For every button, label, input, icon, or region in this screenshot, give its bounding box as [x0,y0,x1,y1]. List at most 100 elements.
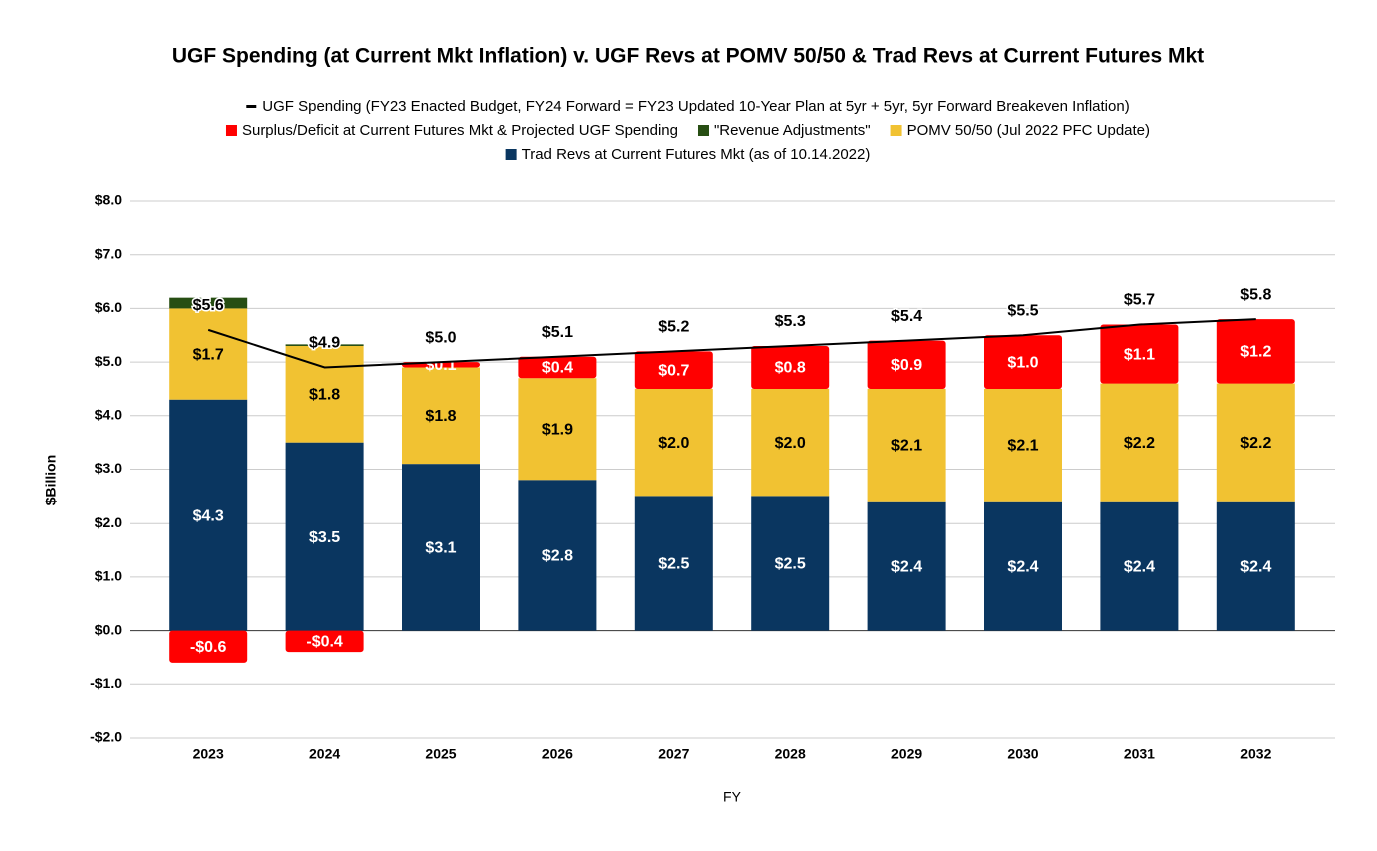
x-tick-label: 2024 [309,746,340,762]
legend-label: UGF Spending (FY23 Enacted Budget, FY24 … [262,98,1129,115]
legend-label: POMV 50/50 (Jul 2022 PFC Update) [907,122,1150,139]
data-label: $1.8 [309,387,340,404]
data-label: $2.4 [1124,558,1155,575]
data-label: $2.0 [775,435,806,452]
bar-segment [169,308,248,400]
bar-segment [169,297,248,309]
bar-segment [751,388,830,497]
line-label: $5.6 [193,297,224,314]
x-tick-label: 2032 [1240,746,1271,762]
data-label: $2.8 [542,548,573,565]
line-label: $5.8 [1240,286,1271,303]
line-label: $5.1 [542,324,573,341]
line-label: $5.2 [658,319,689,336]
data-label: $2.5 [658,556,689,573]
data-label: $2.0 [658,435,689,452]
data-label: $0.4 [542,360,573,377]
bar-segment [285,345,364,443]
x-axis-title: FY [723,789,742,805]
x-tick-label: 2030 [1007,746,1038,762]
x-tick-label: 2023 [193,746,224,762]
bar-segment [984,335,1062,389]
y-tick-label: $4.0 [95,407,122,423]
line-label: $5.5 [1007,302,1038,319]
line [207,318,1256,369]
data-label: $4.3 [193,507,224,524]
bar-segment [751,345,830,389]
bar-segment [518,356,597,379]
data-label: $2.2 [1124,435,1155,452]
y-axis-title: $Billion [43,455,59,506]
bar-segment [518,480,597,631]
line-label: $4.9 [309,335,340,352]
legend-swatch [890,125,902,136]
data-label: $0.8 [775,360,806,377]
line-label: $5.0 [425,329,456,346]
bar-segment [1216,383,1295,502]
bar-segment [1216,501,1295,631]
y-tick-label: $2.0 [95,514,122,530]
bar-segment [1216,319,1295,384]
data-label: $1.7 [193,346,224,363]
bar-segment [867,501,946,631]
bar-segment [1100,501,1179,631]
data-label: -$0.4 [306,634,343,651]
bar-segment [751,496,830,631]
legend-swatch [246,105,257,108]
data-label: $2.4 [891,558,922,575]
legend-swatch [505,149,517,160]
bar-segment [867,340,946,389]
data-label: $2.2 [1240,435,1271,452]
y-tick-label: $3.0 [95,460,122,476]
bar-segment [1100,383,1179,502]
bar-segment [285,442,364,631]
legend-label: "Revenue Adjustments" [714,122,871,139]
bar-segment [285,344,364,346]
x-tick-label: 2029 [891,746,922,762]
data-label: $1.9 [542,421,573,438]
bar-segment [1100,324,1179,384]
bar-segment [867,388,946,502]
data-label: $2.1 [891,438,922,455]
data-label: $2.5 [775,556,806,573]
line-label: $5.3 [775,313,806,330]
x-tick-label: 2025 [425,746,456,762]
bar-segment [169,399,248,631]
data-label: $2.1 [1007,438,1038,455]
x-tick-label: 2027 [658,746,689,762]
data-label: $0.7 [658,362,689,379]
x-tick-label: 2031 [1124,746,1155,762]
y-tick-label: $8.0 [95,192,122,208]
bar-segment [984,501,1062,631]
bar-segment [634,388,713,497]
y-tick-label: $0.0 [95,621,122,637]
x-tick-label: 2028 [775,746,806,762]
bar-segment [285,630,364,653]
bar-segment [518,378,597,481]
x-tick-label: 2026 [542,746,573,762]
bar-segment [402,367,480,465]
y-tick-label: -$1.0 [90,675,122,691]
data-label: $1.1 [1124,346,1155,363]
y-tick-label: $1.0 [95,568,122,584]
line-label: $5.4 [891,308,922,325]
data-label: $3.5 [309,529,340,546]
data-label: $0.1 [425,357,456,374]
bar-segment [169,630,248,663]
legend-swatch [225,125,237,136]
chart-title: UGF Spending (at Current Mkt Inflation) … [172,45,1204,68]
data-label: $1.0 [1007,354,1038,371]
legend-label: Surplus/Deficit at Current Futures Mkt &… [242,122,678,139]
legend-label: Trad Revs at Current Futures Mkt (as of … [522,146,871,163]
data-label: $2.4 [1240,558,1271,575]
legend-swatch [697,125,709,136]
data-label: $2.4 [1007,558,1038,575]
data-label: -$0.6 [190,639,227,656]
bar-segment [634,496,713,631]
data-label: $1.8 [425,408,456,425]
data-label: $1.2 [1240,344,1271,361]
data-label: $0.9 [891,357,922,374]
y-tick-label: $7.0 [95,245,122,261]
bar-segment [984,388,1062,502]
